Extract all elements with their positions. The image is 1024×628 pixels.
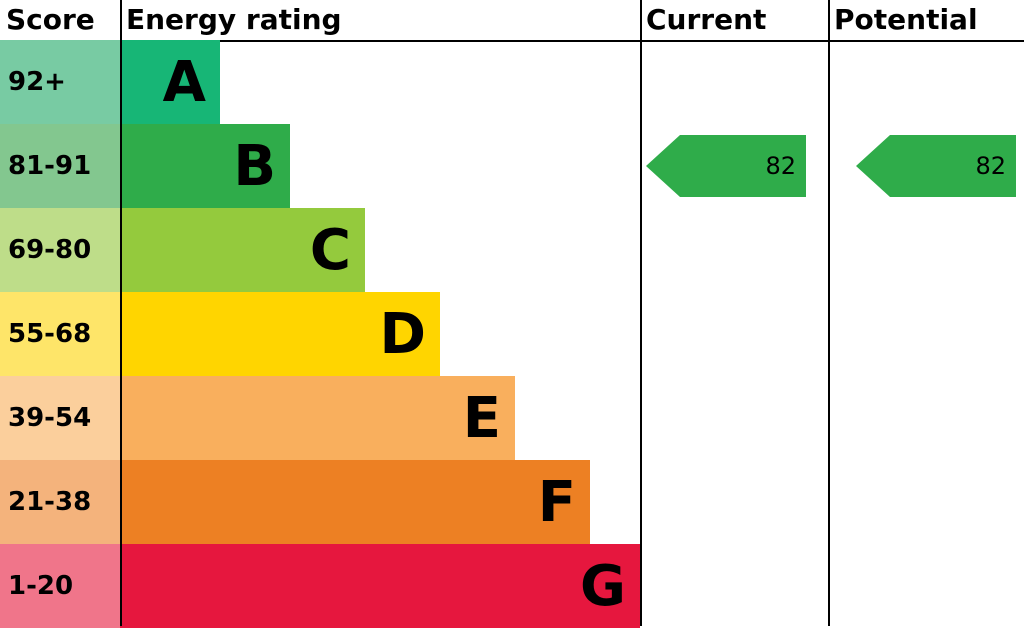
rating-bar-e: E [120,376,515,460]
header-score: Score [0,0,120,40]
band-row-a: 92+A [0,40,1024,124]
score-range-d: 55-68 [0,292,120,376]
energy-rating-chart: Score Energy rating Current Potential 92… [0,0,1024,626]
score-range-b: 81-91 [0,124,120,208]
header-potential: Potential [828,0,1024,40]
pointer-potential: 82 [856,135,1016,197]
score-range-c: 69-80 [0,208,120,292]
divider-line [828,0,830,626]
band-row-d: 55-68D [0,292,1024,376]
score-range-a: 92+ [0,40,120,124]
band-row-g: 1-20G [0,544,1024,628]
rating-bar-g: G [120,544,640,628]
header-row: Score Energy rating Current Potential [0,0,1024,40]
pointer-potential-value: 82 [975,135,1006,197]
rating-bar-f: F [120,460,590,544]
pointer-current-value: 82 [765,135,796,197]
band-row-c: 69-80C [0,208,1024,292]
divider-line [120,0,122,626]
score-range-f: 21-38 [0,460,120,544]
score-range-e: 39-54 [0,376,120,460]
rating-bar-c: C [120,208,365,292]
rating-bar-d: D [120,292,440,376]
rating-bar-b: B [120,124,290,208]
header-rating: Energy rating [120,0,640,40]
divider-line [640,0,642,626]
header-current: Current [640,0,828,40]
band-row-f: 21-38F [0,460,1024,544]
band-row-e: 39-54E [0,376,1024,460]
rating-bar-a: A [120,40,220,124]
score-range-g: 1-20 [0,544,120,628]
pointer-current: 82 [646,135,806,197]
